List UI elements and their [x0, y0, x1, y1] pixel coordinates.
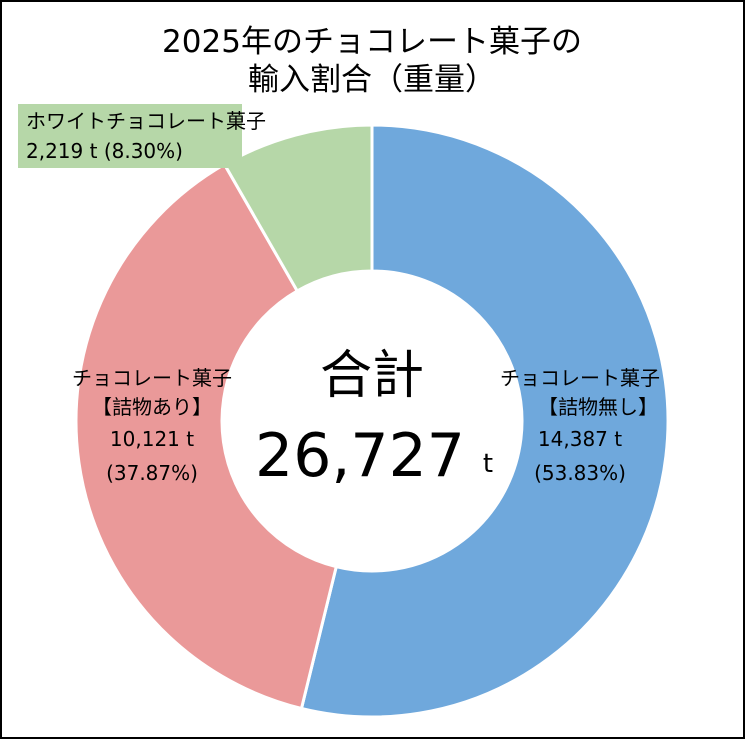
slice-label-white-chocolate-value: 2,219 t (8.30%) — [26, 139, 183, 163]
slice-label-no-filling-sub: 【詰物無し】 — [538, 395, 658, 419]
slice-label-no-filling-name: チョコレート菓子 — [500, 366, 660, 390]
slice-label-with-filling-value: 10,121 t — [110, 427, 194, 451]
slice-label-with-filling-percent: (37.87%) — [106, 461, 198, 485]
chart-title-line-1: 2025年のチョコレート菓子の — [162, 24, 582, 60]
chart-title-line-2: 輸入割合（重量） — [248, 62, 496, 98]
slice-with-filling — [74, 162, 339, 711]
slice-label-no-filling-value: 14,387 t — [538, 427, 622, 451]
slice-label-with-filling-name: チョコレート菓子 — [72, 366, 232, 390]
center-total-value: 26,727 — [255, 421, 465, 491]
center-total-label: 合計 — [320, 346, 424, 406]
white-chocolate-label-box — [18, 104, 242, 168]
center-total-unit: t — [483, 449, 493, 479]
slice-label-white-chocolate-name: ホワイトチョコレート菓子 — [26, 109, 266, 133]
slice-no-filling — [299, 123, 670, 719]
slice-white-chocolate — [222, 123, 374, 293]
slice-label-no-filling-percent: (53.83%) — [534, 461, 626, 485]
slice-label-with-filling-sub: 【詰物あり】 — [92, 395, 212, 419]
